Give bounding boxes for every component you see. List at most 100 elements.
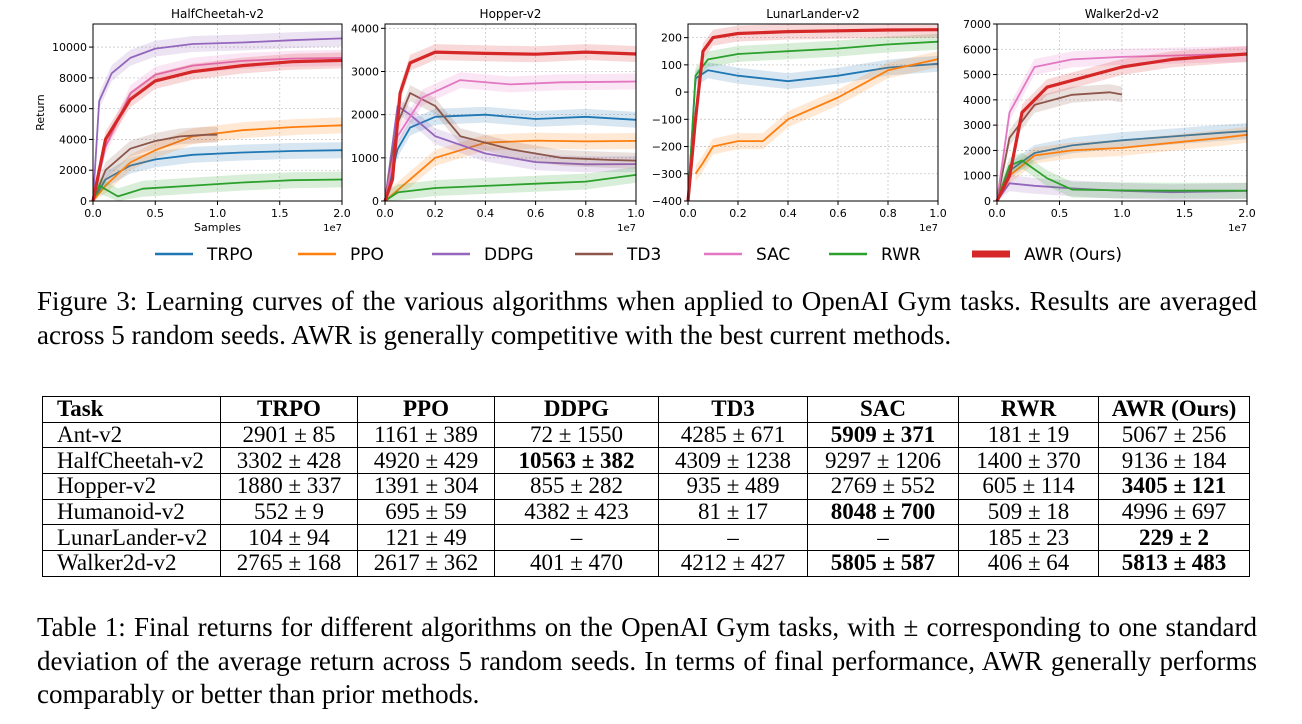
result-cell: 4996 ± 697 xyxy=(1098,498,1250,526)
task-name-cell: Walker2d-v2 xyxy=(42,550,221,577)
legend-item: DDPG xyxy=(432,245,534,265)
table-row: HalfCheetah-v2 3302 ± 428 4920 ± 429 10563 … xyxy=(42,447,1250,475)
series-line-6 xyxy=(384,174,637,202)
result-cell: 695 ± 59 xyxy=(357,498,495,526)
y-tick-label: 3000 xyxy=(351,65,379,78)
y-tick-label: 0 xyxy=(984,195,991,208)
x-offset-label: 1e7 xyxy=(919,223,938,234)
legend-item: PPO xyxy=(298,245,384,265)
series-band-5 xyxy=(93,49,342,202)
chart-panel-2: 0.0 0.2 0.4 0.6 0.8 1.0 0 1000 2000 3000 4000 Hoppe… xyxy=(351,7,645,234)
result-cell: 5813 ± 483 xyxy=(1098,550,1250,577)
series-band-7 xyxy=(385,44,636,201)
result-cell: 4212 ± 427 xyxy=(658,550,808,577)
series-line-3 xyxy=(92,37,343,202)
result-cell: 8048 ± 700 xyxy=(807,498,959,526)
series-line-1 xyxy=(92,149,343,202)
series-line-2 xyxy=(996,133,1248,202)
table-caption: Table 1: Final returns for different alg… xyxy=(37,612,1257,709)
y-tick-label: 100 xyxy=(661,59,682,72)
result-cell: 935 ± 489 xyxy=(658,473,808,500)
y-tick-label: 3000 xyxy=(963,119,991,132)
y-tick-label: 2000 xyxy=(59,164,87,177)
chart-title: Walker2d-v2 xyxy=(1085,7,1160,21)
table-body: Ant-v2 2901 ± 85 1161 ± 389 72 ± 1550 4285 ±… xyxy=(42,421,1250,577)
y-tick-label: 1000 xyxy=(351,152,379,165)
series-band-5 xyxy=(385,72,636,201)
task-name-cell: Ant-v2 xyxy=(42,421,221,449)
series-band-2 xyxy=(695,51,938,182)
task-name-cell: Hopper-v2 xyxy=(42,473,221,500)
result-cell: 509 ± 18 xyxy=(958,498,1099,526)
x-tick-label: 0.6 xyxy=(527,207,545,220)
y-tick-label: 200 xyxy=(661,32,682,45)
series-band-2 xyxy=(997,126,1247,201)
result-cell: 1880 ± 337 xyxy=(220,473,358,500)
result-cell: 81 ± 17 xyxy=(658,498,808,526)
y-tick-label: −200 xyxy=(652,141,682,154)
axes-frame xyxy=(384,23,637,202)
column-header: Task xyxy=(42,396,221,423)
table-row: Hopper-v2 1880 ± 337 1391 ± 304 855 ± 282 93… xyxy=(42,473,1250,500)
x-tick-label: 0.6 xyxy=(829,207,847,220)
chart-panel-1: 0.0 0.5 1.0 1.5 2.0 0 2000 4000 6000 8000 10000 Hal… xyxy=(34,7,351,234)
series-line-2 xyxy=(92,124,343,202)
result-cell: 1400 ± 370 xyxy=(958,447,1099,475)
chart-title: Hopper-v2 xyxy=(480,7,542,21)
result-cell: – xyxy=(807,524,959,552)
series-line-4 xyxy=(996,91,1123,202)
y-tick-label: 6000 xyxy=(963,43,991,56)
y-tick-label: 6000 xyxy=(59,103,87,116)
legend-label: RWR xyxy=(881,245,921,265)
table-row: Ant-v2 2901 ± 85 1161 ± 389 72 ± 1550 4285 ±… xyxy=(42,421,1250,449)
x-tick-label: 0.0 xyxy=(84,207,102,220)
result-cell: – xyxy=(494,524,659,552)
x-tick-label: 1.0 xyxy=(1113,207,1131,220)
result-cell: 5909 ± 371 xyxy=(807,421,959,449)
x-tick-label: 0.8 xyxy=(577,207,595,220)
learning-curves-figure: 0.0 0.5 1.0 1.5 2.00200040006000800010000Hal… xyxy=(34,7,1256,265)
result-cell: 855 ± 282 xyxy=(494,473,659,500)
x-tick-label: 2.0 xyxy=(333,207,351,220)
series-line-4 xyxy=(92,133,218,202)
y-tick-label: 8000 xyxy=(59,72,87,85)
chart-title: LunarLander-v2 xyxy=(766,7,860,21)
x-tick-label: 1.0 xyxy=(209,207,227,220)
series-line-5 xyxy=(384,79,637,202)
legend-label: SAC xyxy=(756,245,790,265)
series-band-2 xyxy=(385,132,636,201)
result-cell: 2901 ± 85 xyxy=(220,421,358,449)
y-tick-label: 0 xyxy=(80,195,87,208)
table-header-row: Task TRPO PPO DDPG TD3 SAC RWR AWR (Ours) xyxy=(42,396,1250,423)
legend-label: PPO xyxy=(350,245,384,265)
series-line-1 xyxy=(996,130,1248,202)
y-tick-label: 0 xyxy=(675,86,682,99)
series-band-3 xyxy=(385,98,636,201)
legend-label: TRPO xyxy=(206,245,253,265)
chart-panel-4: 0.0 0.5 1.0 1.5 2.0 0 1000 2000 3000 4000 5000 6000… xyxy=(963,7,1256,234)
result-cell: 72 ± 1550 xyxy=(494,421,659,449)
column-header: TRPO xyxy=(220,396,358,423)
task-name-cell: HalfCheetah-v2 xyxy=(42,447,221,475)
chart-panel-3: 0.0 0.2 0.4 0.6 0.8 1.0 −400 −300 −200 −100 0 100 20… xyxy=(652,7,947,234)
result-cell: 229 ± 2 xyxy=(1098,524,1250,552)
results-table: Task TRPO PPO DDPG TD3 SAC RWR AWR (Ours) Ant-v… xyxy=(42,396,1250,577)
legend-item: TD3 xyxy=(575,245,661,265)
y-tick-label: −300 xyxy=(652,168,682,181)
legend-item: TRPO xyxy=(155,245,253,265)
result-cell: 2765 ± 168 xyxy=(220,550,358,577)
series-band-5 xyxy=(997,46,1247,201)
series-band-6 xyxy=(93,171,342,201)
result-cell: 185 ± 23 xyxy=(958,524,1099,552)
y-tick-label: 2000 xyxy=(963,144,991,157)
legend-item: RWR xyxy=(829,245,921,265)
figure-legend: TRPO PPO DDPG TD3 SAC RWR AWR (Ours) xyxy=(155,245,1122,265)
y-axis-label: Return xyxy=(34,94,47,131)
y-tick-label: 1000 xyxy=(963,170,991,183)
legend-item: AWR (Ours) xyxy=(972,245,1122,265)
series-line-4 xyxy=(686,28,939,202)
x-tick-label: 2.0 xyxy=(1238,207,1256,220)
series-band-1 xyxy=(385,106,636,201)
result-cell: 4309 ± 1238 xyxy=(658,447,808,475)
result-cell: 5805 ± 587 xyxy=(807,550,959,577)
